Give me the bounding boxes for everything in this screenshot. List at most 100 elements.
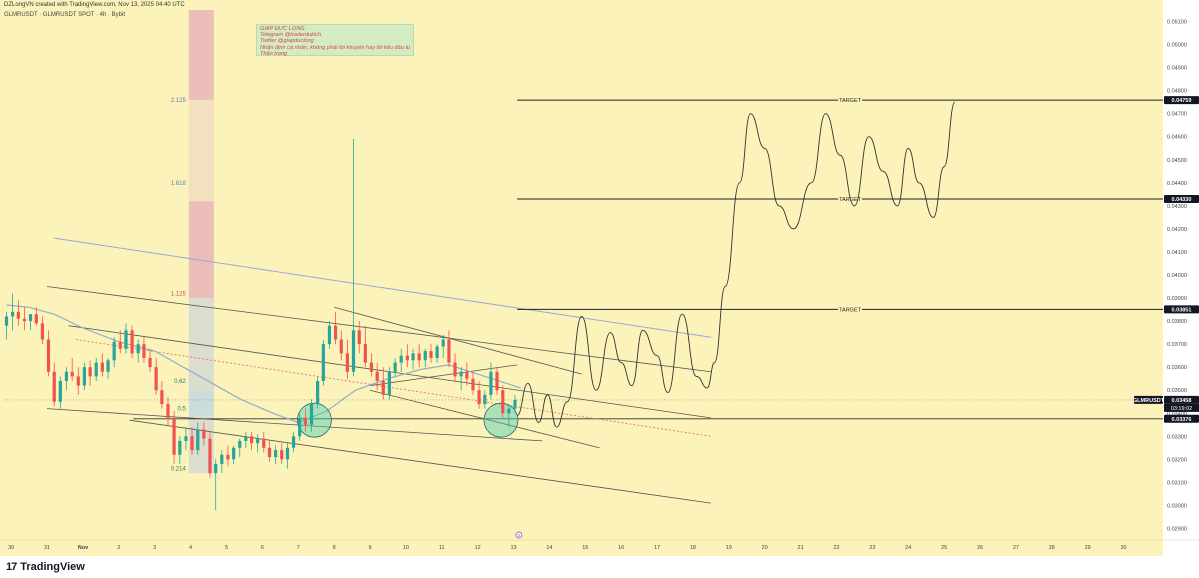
red-dotted-trend-line [75, 339, 711, 437]
time-tick-label-8: 7 [297, 545, 300, 551]
symbol-line[interactable]: GLMRUSDT · GLMRUSDT SPOT · 4h · Bybit [4, 12, 126, 18]
time-tick-label-22: 21 [798, 545, 804, 551]
analysis-note[interactable]: GIẤP ĐỨC LONG Telegram @traderdukich Twi… [256, 24, 414, 57]
price-tick-label-13: 0.03800 [1167, 319, 1187, 325]
time-tick-label-18: 17 [654, 545, 660, 551]
time-tick-label-15: 14 [546, 545, 552, 551]
time-tick-label-6: 5 [225, 545, 228, 551]
note-line-4: Nhận định cá nhân, không phải lời khuyên… [260, 44, 410, 51]
price-tick-label-16: 0.03500 [1167, 388, 1187, 394]
candle-body-0 [4, 316, 9, 326]
time-marker-label: 0 [518, 533, 521, 538]
candle-body-20 [124, 330, 128, 349]
candle-body-31 [190, 436, 194, 451]
candle-body-17 [106, 360, 110, 372]
symbol-price-tag: GLMRUSDT [1133, 398, 1165, 404]
highlight-circle-1 [483, 402, 519, 438]
candle-body-29 [178, 440, 182, 455]
candle-body-69 [417, 353, 421, 361]
fib-zone-1 [188, 99, 214, 202]
time-tick-label-11: 10 [403, 545, 409, 551]
fib-level-label-1: 1.618 [171, 181, 187, 187]
channel-line-5 [369, 389, 600, 449]
target-label-bg-0 [838, 96, 863, 104]
candle-body-32 [196, 429, 200, 451]
candle-body-34 [208, 438, 212, 474]
candle-body-75 [453, 362, 457, 377]
symbol-price-tag-bg [1134, 395, 1163, 404]
candle-body-26 [160, 390, 164, 405]
countdown-bg [1164, 403, 1199, 412]
time-tick-label-28: 27 [1013, 545, 1019, 551]
candle-body-12 [76, 376, 80, 386]
candle-body-58 [351, 330, 356, 372]
candle-body-18 [112, 341, 116, 361]
price-tick-label-0: 0.05100 [1167, 20, 1187, 26]
time-tick-label-5: 4 [189, 545, 192, 551]
price-tick-label-19: 0.03200 [1167, 457, 1187, 463]
time-tick-label-12: 11 [439, 545, 445, 551]
candle-body-16 [100, 362, 104, 372]
channel-line-6 [369, 364, 518, 387]
candle-body-79 [477, 390, 481, 405]
candle-body-83 [501, 390, 505, 414]
price-tick-label-12: 0.03900 [1167, 296, 1187, 302]
candle-body-19 [118, 341, 122, 349]
time-tick-label-29: 28 [1049, 545, 1055, 551]
candle-body-3 [22, 318, 27, 322]
candle-body-67 [405, 355, 409, 361]
price-tick-label-1: 0.05000 [1167, 43, 1187, 49]
price-tick-label-11: 0.04000 [1167, 273, 1187, 279]
tradingview-logo[interactable]: 17 TradingView [6, 561, 85, 573]
price-label-bg-3 [1164, 395, 1199, 404]
fib-level-label-0: 2.125 [171, 98, 187, 104]
candle-body-10 [64, 371, 69, 381]
candle-body-82 [495, 371, 499, 391]
time-tick-label-23: 22 [833, 545, 839, 551]
candle-body-15 [94, 362, 98, 377]
fib-level-label-3: 0.62 [174, 379, 186, 385]
price-tick-label-4: 0.04700 [1167, 112, 1187, 118]
time-tick-label-0: 30 [8, 545, 14, 551]
candle-body-50 [303, 417, 308, 425]
time-axis-background [0, 540, 1163, 554]
chart-caption: DZLongVN created with TradingView.com, N… [4, 2, 185, 8]
price-tick-label-7: 0.04400 [1167, 181, 1187, 187]
candle-body-81 [489, 371, 493, 395]
candle-body-47 [285, 447, 290, 460]
tradingview-icon: 17 [6, 561, 17, 573]
candle-body-39 [238, 440, 242, 448]
candle-body-48 [291, 436, 296, 448]
price-label-bg-4 [1164, 414, 1199, 423]
candle-body-4 [28, 314, 33, 322]
time-tick-label-1: 31 [44, 545, 50, 551]
countdown-label: 03:19:02 [1171, 406, 1192, 412]
highlight-circle-0 [296, 402, 332, 438]
candle-body-78 [471, 378, 475, 391]
price-tick-label-22: 0.02900 [1167, 526, 1187, 532]
candle-body-37 [226, 454, 230, 460]
time-tick-label-27: 26 [977, 545, 983, 551]
price-tick-label-15: 0.03600 [1167, 365, 1187, 371]
footer-bar: 17 TradingView [0, 556, 1199, 578]
time-tick-label-19: 18 [690, 545, 696, 551]
candle-body-65 [393, 362, 397, 372]
candle-body-38 [232, 447, 236, 460]
channel-line-4 [334, 306, 582, 375]
time-tick-label-9: 8 [333, 545, 336, 551]
candle-body-84 [507, 408, 511, 414]
candle-body-66 [399, 355, 403, 363]
candle-body-68 [411, 353, 415, 361]
candle-body-22 [136, 344, 140, 354]
fib-level-label-2: 1.125 [171, 291, 187, 297]
candle-body-23 [142, 344, 146, 358]
candle-body-6 [40, 323, 44, 340]
candle-body-14 [88, 367, 92, 377]
time-tick-label-31: 30 [1120, 545, 1126, 551]
time-tick-label-16: 15 [582, 545, 588, 551]
target-label-bg-2 [838, 305, 863, 313]
fib-zone-2 [188, 201, 214, 299]
price-label-3: 0.03458 [1172, 398, 1192, 404]
